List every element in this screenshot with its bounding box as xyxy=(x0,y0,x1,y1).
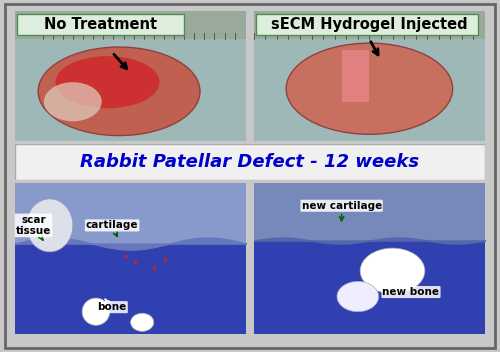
Bar xyxy=(15,183,246,244)
Text: scar
tissue: scar tissue xyxy=(16,215,51,240)
Text: sECM Hydrogel Injected: sECM Hydrogel Injected xyxy=(271,17,468,32)
Ellipse shape xyxy=(26,199,73,252)
Text: cartilage: cartilage xyxy=(86,220,139,236)
Bar xyxy=(254,39,485,141)
Text: bone: bone xyxy=(98,299,127,312)
Text: No Treatment: No Treatment xyxy=(44,17,157,32)
Bar xyxy=(15,11,246,39)
Text: 1: 1 xyxy=(54,20,60,30)
Bar xyxy=(254,183,485,240)
Ellipse shape xyxy=(360,248,425,294)
Ellipse shape xyxy=(82,298,110,325)
Text: 4: 4 xyxy=(178,20,184,30)
Bar xyxy=(15,39,246,141)
Text: Rabbit Patellar Defect - 12 weeks: Rabbit Patellar Defect - 12 weeks xyxy=(80,153,419,171)
Ellipse shape xyxy=(56,56,160,108)
Bar xyxy=(342,50,369,102)
Ellipse shape xyxy=(38,47,200,136)
Text: new bone: new bone xyxy=(382,284,440,297)
Bar xyxy=(254,11,485,39)
Ellipse shape xyxy=(286,43,452,134)
Ellipse shape xyxy=(44,82,102,121)
Ellipse shape xyxy=(130,313,154,331)
FancyBboxPatch shape xyxy=(18,14,184,35)
Text: new cartilage: new cartilage xyxy=(302,201,382,221)
FancyBboxPatch shape xyxy=(256,14,478,35)
Ellipse shape xyxy=(337,282,378,312)
Text: cm: cm xyxy=(17,20,32,30)
